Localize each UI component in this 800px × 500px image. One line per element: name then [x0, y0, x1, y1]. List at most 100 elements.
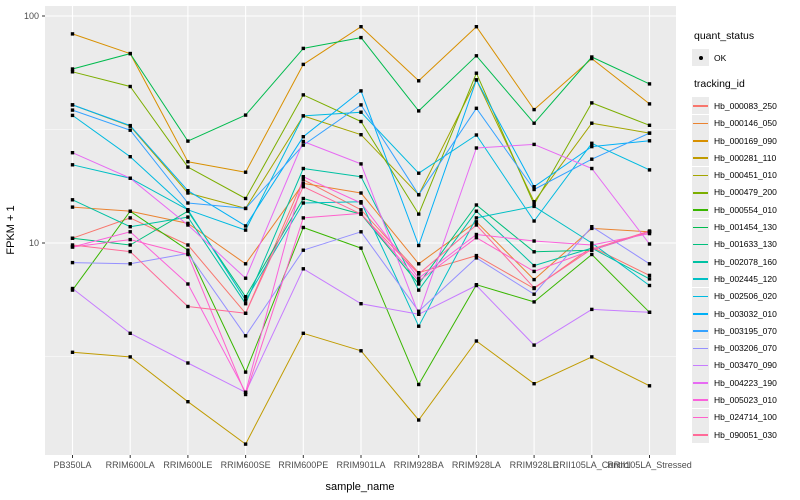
- data-point: [359, 191, 363, 195]
- data-point: [128, 355, 132, 359]
- data-point: [474, 253, 479, 258]
- legend-item-Hb_003032_010[interactable]: Hb_003032_010: [692, 305, 800, 322]
- legend-item-Hb_000281_110[interactable]: Hb_000281_110: [692, 149, 800, 167]
- data-point: [186, 165, 190, 169]
- legend-item-Hb_024714_100[interactable]: Hb_024714_100: [692, 408, 800, 426]
- data-point: [243, 113, 248, 117]
- legend-label: Hb_005023_010: [714, 394, 777, 405]
- legend-item-Hb_090051_030[interactable]: Hb_090051_030: [692, 426, 800, 444]
- data-point: [590, 243, 594, 247]
- data-point: [359, 35, 363, 40]
- x-tick-label: RRIM600PE: [278, 460, 328, 470]
- legend-item-Hb_000554_010[interactable]: Hb_000554_010: [692, 201, 800, 219]
- data-point: [301, 178, 305, 182]
- data-point: [186, 248, 190, 252]
- series-color-line-icon: [693, 416, 708, 419]
- series-color-line-icon: [693, 243, 708, 246]
- data-point: [647, 310, 652, 314]
- data-points: [70, 25, 652, 446]
- legend-item-Hb_003470_090[interactable]: Hb_003470_090: [692, 356, 800, 374]
- color-key-swatch: [692, 201, 709, 219]
- data-point: [532, 382, 536, 386]
- legend-item-Hb_004223_190[interactable]: Hb_004223_190: [692, 374, 800, 392]
- legend-item-Hb_000146_050[interactable]: Hb_000146_050: [692, 114, 800, 132]
- data-point: [186, 215, 190, 219]
- legend-item-Hb_003206_070[interactable]: Hb_003206_070: [692, 339, 800, 357]
- data-point: [243, 370, 248, 374]
- data-point: [301, 166, 305, 171]
- legend-label: Hb_001454_130: [714, 222, 777, 233]
- data-point: [186, 208, 190, 212]
- data-point: [647, 277, 652, 281]
- data-point: [243, 311, 248, 315]
- data-point: [474, 78, 479, 82]
- color-key-swatch: [692, 114, 709, 132]
- data-point: [474, 71, 479, 75]
- legend-item-Hb_000451_010[interactable]: Hb_000451_010: [692, 166, 800, 184]
- data-point: [417, 282, 421, 286]
- data-point: [532, 185, 536, 189]
- legend-item-Hb_000083_250[interactable]: Hb_000083_250: [692, 97, 800, 115]
- color-key-swatch: [692, 408, 709, 426]
- data-point: [186, 189, 190, 193]
- data-point: [474, 106, 479, 110]
- data-point: [359, 25, 363, 29]
- legend-title-tracking-id: tracking_id: [694, 78, 745, 91]
- data-point: [70, 163, 75, 167]
- data-point: [243, 298, 248, 302]
- legend-item-Hb_002078_160[interactable]: Hb_002078_160: [692, 253, 800, 271]
- legend-item-Hb_002445_120[interactable]: Hb_002445_120: [692, 270, 800, 288]
- x-tick-label: RRIM928LA: [452, 460, 501, 470]
- series-color-line-icon: [693, 330, 708, 332]
- color-key-swatch: [692, 166, 709, 184]
- data-point: [243, 228, 248, 232]
- data-point: [70, 236, 75, 240]
- data-point: [70, 113, 75, 118]
- data-point: [359, 162, 363, 166]
- legend-item-Hb_001633_130[interactable]: Hb_001633_130: [692, 235, 800, 253]
- data-point: [647, 102, 652, 106]
- legend-tracking-id-items: Hb_000083_250 Hb_000146_050 Hb_000169_090 H…: [692, 97, 800, 444]
- legend-label: Hb_000281_110: [714, 152, 777, 163]
- legend-item-Hb_003195_070[interactable]: Hb_003195_070: [692, 322, 800, 340]
- data-point: [301, 175, 305, 179]
- data-point: [474, 232, 479, 237]
- legend-label: Hb_090051_030: [714, 429, 777, 440]
- series-color-line-icon: [693, 226, 708, 229]
- legend-item-Hb_000169_090[interactable]: Hb_000169_090: [692, 132, 800, 150]
- data-point: [359, 110, 363, 114]
- data-point: [474, 216, 479, 220]
- legend-item-Hb_000479_200[interactable]: Hb_000479_200: [692, 183, 800, 201]
- data-point: [532, 286, 536, 290]
- legend-item-Hb_001454_130[interactable]: Hb_001454_130: [692, 218, 800, 236]
- data-point: [301, 62, 305, 67]
- data-point: [301, 201, 305, 205]
- x-tick-label: RRIM600SE: [221, 460, 271, 470]
- data-point: [301, 139, 305, 144]
- legend-item-quant-status-ok[interactable]: OK: [692, 49, 800, 67]
- legend-item-Hb_002506_020[interactable]: Hb_002506_020: [692, 287, 800, 305]
- data-point: [186, 361, 190, 365]
- series-color-line-icon: [693, 382, 708, 384]
- x-tick-label: RRII105LA_Stressed: [607, 460, 692, 470]
- legend-item-Hb_005023_010[interactable]: Hb_005023_010: [692, 391, 800, 409]
- legend-title-quant-status: quant_status: [694, 30, 755, 42]
- data-point: [417, 288, 421, 292]
- x-tick-label: RRIM928BA: [394, 460, 444, 470]
- data-point: [417, 382, 421, 387]
- color-key-swatch: [692, 374, 709, 392]
- data-point: [532, 263, 536, 268]
- data-point: [417, 279, 421, 283]
- data-point: [128, 331, 132, 335]
- x-axis-ticks: [72, 455, 650, 458]
- data-point: [647, 82, 652, 86]
- series-color-line-icon: [693, 140, 708, 142]
- color-key-swatch: [692, 235, 709, 253]
- data-point: [532, 107, 536, 112]
- color-key-swatch: [692, 322, 709, 340]
- data-point: [532, 277, 536, 282]
- x-tick-label: RRIM600LE: [163, 460, 212, 470]
- data-point: [647, 131, 652, 135]
- data-point: [186, 282, 190, 286]
- color-key-swatch: [692, 356, 709, 374]
